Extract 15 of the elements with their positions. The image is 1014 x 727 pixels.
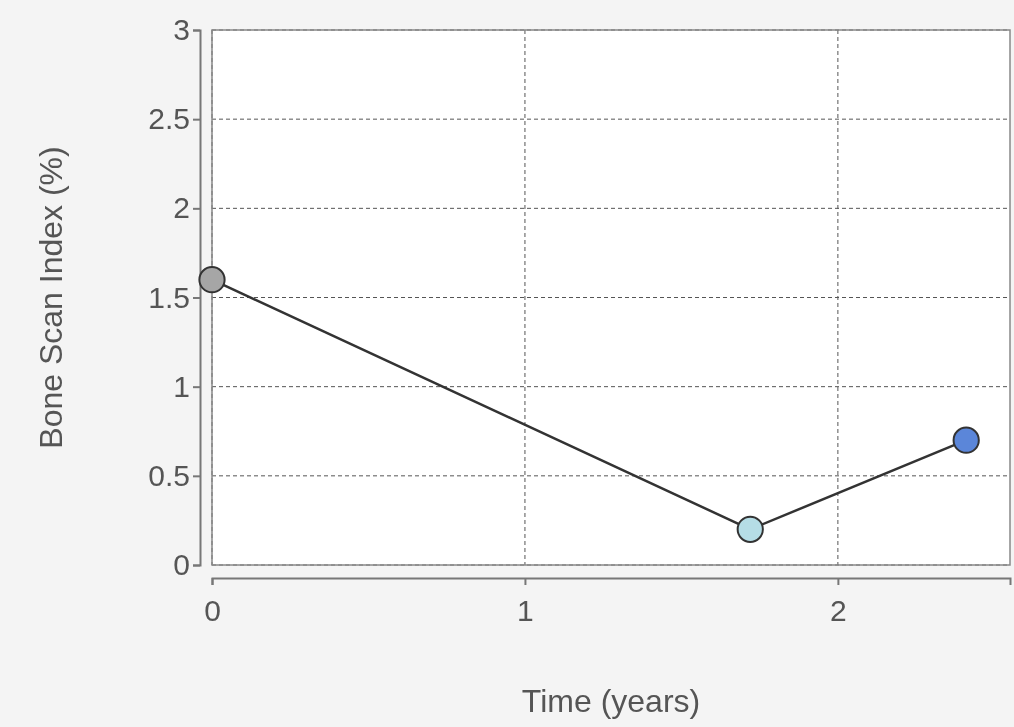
point [198,266,226,294]
y-tick-label: 2.5 [148,102,190,136]
point [952,426,980,454]
y-axis-title: Bone Scan Index (%) [33,146,69,449]
x-tick-label: 0 [204,594,221,627]
y-tick-label: 3 [173,13,190,47]
y-tick-label: 1 [173,369,190,403]
x-axis-title: Time (years) [521,683,701,719]
x-tick-label: 2 [830,594,847,627]
x-tick-label: 1 [517,594,534,627]
y-tick-label: 1.5 [148,280,190,314]
point [736,515,764,543]
y-tick-label: 0 [173,548,190,582]
y-tick-label: 0.5 [148,458,190,492]
y-tick-label: 2 [173,191,190,225]
